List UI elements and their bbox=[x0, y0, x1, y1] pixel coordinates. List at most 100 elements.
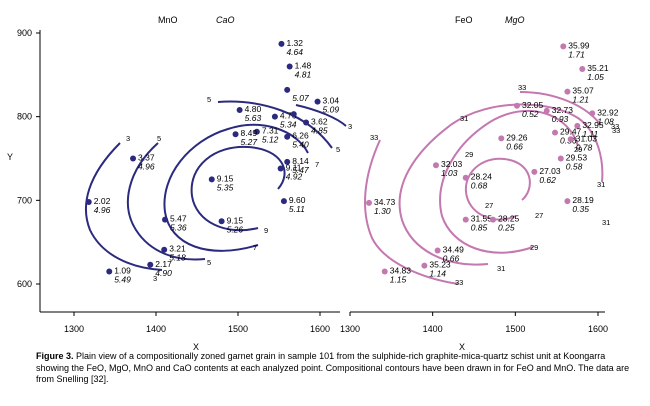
feo-contour-label: 31 bbox=[597, 180, 605, 189]
mno-value-label: 2.17 bbox=[155, 259, 172, 269]
x-tick-label: 1500 bbox=[228, 324, 248, 334]
left-data-points: 1.324.64 1.484.81 5.07 4.805.63 4.765.34 3.04… bbox=[85, 38, 340, 284]
cao-value-label: 4.81 bbox=[295, 69, 312, 79]
data-point bbox=[574, 122, 581, 129]
mno-contour-3-outer bbox=[84, 142, 163, 271]
feo-value-label: 35.07 bbox=[572, 86, 594, 96]
data-point bbox=[567, 136, 574, 143]
feo-contour-29 bbox=[439, 109, 579, 254]
data-point bbox=[253, 128, 260, 135]
x-tick-label: 1600 bbox=[310, 324, 330, 334]
mno-contour-label: 5 bbox=[207, 95, 211, 104]
left-y-axis-label: Y bbox=[7, 152, 13, 162]
data-point bbox=[290, 111, 297, 118]
feo-contour-label: 29 bbox=[574, 145, 582, 154]
cao-value-label: 5.11 bbox=[289, 204, 305, 214]
mno-value-label: 8.14 bbox=[292, 156, 309, 166]
feo-value-label: 31.03 bbox=[576, 133, 598, 143]
data-point bbox=[543, 107, 550, 114]
feo-value-label: 32.03 bbox=[441, 159, 463, 169]
feo-contour-label: 29 bbox=[530, 243, 538, 252]
left-x-axis-label: X bbox=[193, 342, 199, 352]
mgo-value-label: 0.78 bbox=[576, 142, 593, 152]
data-point bbox=[277, 165, 284, 172]
mno-value-label: 4.76 bbox=[280, 111, 297, 121]
y-tick-label: 700 bbox=[17, 195, 32, 205]
feo-contour-label: 31 bbox=[602, 218, 610, 227]
mno-contour-label: 7 bbox=[315, 160, 319, 169]
right-series-label-mgo: MgO bbox=[505, 15, 525, 25]
mno-contour-label: 5 bbox=[207, 258, 211, 267]
y-tick-label: 600 bbox=[17, 279, 32, 289]
mno-value-label: 1.09 bbox=[114, 265, 131, 275]
feo-contour-label: 33 bbox=[612, 126, 620, 135]
mgo-value-label: 1.08 bbox=[597, 116, 614, 126]
mgo-value-label: 0.68 bbox=[471, 181, 488, 191]
mno-value-label: 8.49 bbox=[241, 128, 258, 138]
feo-value-label: 32.95 bbox=[582, 120, 604, 130]
mno-contour-label: 9 bbox=[264, 226, 268, 235]
data-point bbox=[284, 158, 291, 165]
feo-value-label: 28.25 bbox=[498, 214, 520, 224]
mno-value-label: 3.62 bbox=[311, 117, 328, 127]
feo-value-label: 28.19 bbox=[572, 195, 594, 205]
mno-contour-9 bbox=[190, 145, 286, 232]
feo-contours bbox=[364, 91, 604, 285]
mgo-value-label: 1.11 bbox=[582, 129, 598, 139]
data-point bbox=[130, 155, 137, 162]
cao-value-label: 5.49 bbox=[114, 274, 131, 284]
mno-contour-5-left bbox=[126, 142, 206, 261]
figure-caption: Figure 3. Plain view of a compositionall… bbox=[36, 351, 636, 386]
cao-value-label: 5.07 bbox=[292, 93, 309, 103]
feo-contour-label: 27 bbox=[485, 201, 493, 210]
mno-contour-labels: 3 5 5 3 7 5 7 9 5 3 bbox=[126, 95, 352, 283]
mgo-value-label: 1.21 bbox=[572, 95, 589, 105]
mno-value-label: 9.15 bbox=[227, 215, 244, 225]
left-panel: 1300 1400 1500 1600 600 700 800 900 MnO CaO X Y… bbox=[7, 15, 352, 352]
mno-contour-label: 5 bbox=[157, 134, 161, 143]
data-point bbox=[232, 131, 239, 138]
mno-value-label: 3.04 bbox=[323, 96, 340, 106]
mno-value-label: 9.15 bbox=[217, 173, 234, 183]
data-point bbox=[106, 268, 113, 275]
data-point bbox=[498, 135, 505, 142]
mno-value-label: 9.60 bbox=[289, 195, 306, 205]
cao-value-label: 5.36 bbox=[170, 223, 187, 233]
mgo-value-label: 1.03 bbox=[441, 168, 458, 178]
mno-value-label: 2.02 bbox=[94, 196, 111, 206]
data-point bbox=[161, 246, 168, 253]
mno-contour-label: 5 bbox=[336, 145, 340, 154]
x-tick-label: 1300 bbox=[64, 324, 84, 334]
right-ticks: 1300 1400 1500 1600 bbox=[340, 312, 608, 334]
feo-contour-33-right bbox=[519, 91, 601, 125]
data-point bbox=[236, 106, 243, 113]
feo-contour-label: 33 bbox=[518, 83, 526, 92]
feo-value-label: 32.92 bbox=[597, 107, 619, 117]
cao-value-label: 5.35 bbox=[217, 182, 234, 192]
left-ticks: 1300 1400 1500 1600 600 700 800 900 bbox=[17, 28, 330, 334]
mno-contour-label: 7 bbox=[253, 243, 257, 252]
data-point bbox=[286, 63, 293, 70]
data-point bbox=[366, 199, 373, 206]
data-point bbox=[271, 113, 278, 120]
mno-value-label: 3.21 bbox=[169, 244, 186, 254]
data-point bbox=[85, 199, 92, 206]
data-point bbox=[162, 216, 169, 223]
feo-value-label: 32.73 bbox=[552, 105, 574, 115]
cao-value-label: 5.40 bbox=[292, 140, 309, 150]
data-point bbox=[218, 218, 225, 225]
right-series-label-feo: FeO bbox=[455, 15, 473, 25]
figure-caption-text: Plain view of a compositionally zoned ga… bbox=[36, 351, 630, 384]
mno-value-label: 9.11 bbox=[286, 163, 302, 173]
cao-value-label: 5.34 bbox=[280, 120, 297, 130]
mgo-value-label: 1.71 bbox=[568, 49, 585, 59]
left-series-label-cao: CaO bbox=[216, 15, 235, 25]
x-tick-label: 1400 bbox=[423, 324, 443, 334]
data-point bbox=[462, 216, 469, 223]
feo-value-label: 29.47 bbox=[560, 127, 582, 137]
mgo-value-label: 1.15 bbox=[390, 274, 407, 284]
feo-value-label: 32.05 bbox=[522, 100, 544, 110]
cao-value-label: 5.47 bbox=[292, 165, 309, 175]
mgo-value-label: 1.30 bbox=[374, 206, 391, 216]
